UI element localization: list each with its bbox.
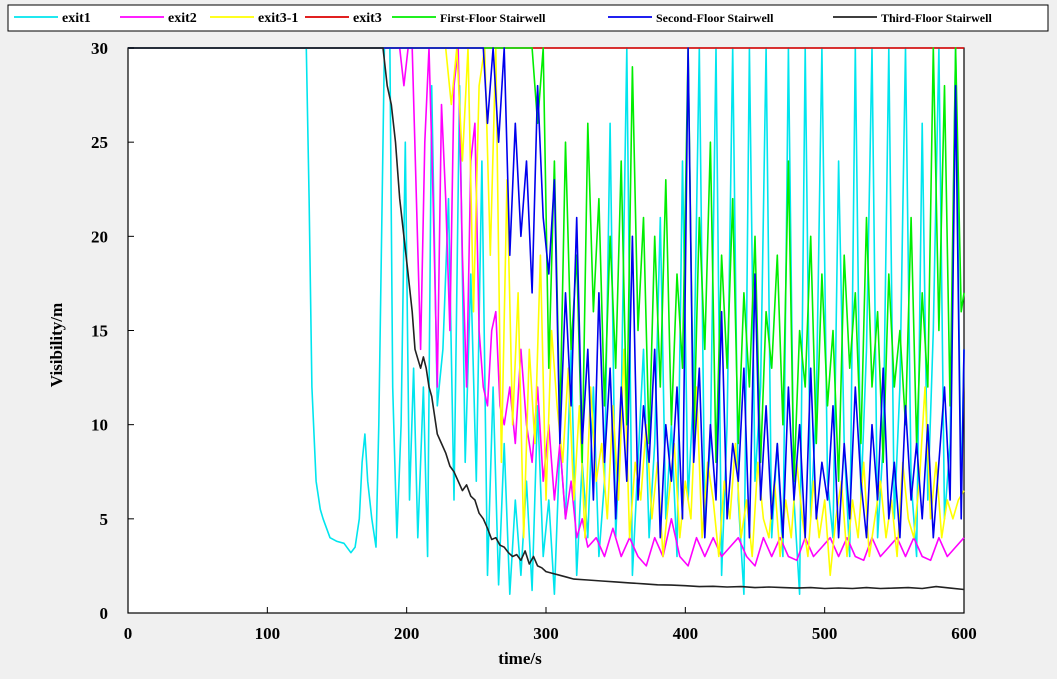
x-tick-label: 500 (812, 624, 838, 643)
y-tick-label: 0 (100, 604, 109, 623)
legend-label: First-Floor Stairwell (440, 11, 546, 25)
legend-box (7, 4, 1049, 32)
y-tick-label: 20 (91, 227, 108, 246)
legend-label: exit3-1 (258, 11, 298, 26)
ticks-layer: 0 100 200 300 400 500 600 0 5 10 15 20 25 30 (91, 39, 977, 643)
series-line-first-floor-stairwell (128, 47, 965, 483)
legend-label: Third-Floor Stairwell (881, 11, 992, 25)
y-tick-label: 25 (91, 133, 108, 152)
legend-label: Second-Floor Stairwell (656, 11, 774, 25)
legend-label: exit1 (62, 11, 91, 26)
series-line-third-floor-stairwell (128, 47, 965, 591)
x-tick-label: 300 (533, 624, 559, 643)
x-tick-label: 400 (673, 624, 699, 643)
x-tick-label: 100 (255, 624, 281, 643)
series-line-exit2 (128, 47, 965, 567)
legend: exit1 exit2 exit3-1 exit3 First-Floor Stairw… (7, 4, 1049, 32)
x-tick-label: 0 (124, 624, 133, 643)
y-tick-label: 5 (100, 510, 109, 529)
x-axis-label: time/s (498, 649, 542, 668)
x-tick-label: 200 (394, 624, 420, 643)
series-line-exit3-1 (128, 47, 965, 577)
y-tick-label: 15 (91, 322, 108, 341)
y-tick-label: 10 (91, 416, 108, 435)
legend-label: exit2 (168, 11, 197, 26)
y-tick-label: 30 (91, 39, 108, 58)
series-layer (128, 47, 965, 596)
y-axis-label: Visibility/m (47, 303, 66, 387)
legend-label: exit3 (353, 11, 382, 26)
x-tick-label: 600 (951, 624, 977, 643)
series-line-second-floor-stairwell (128, 47, 965, 539)
